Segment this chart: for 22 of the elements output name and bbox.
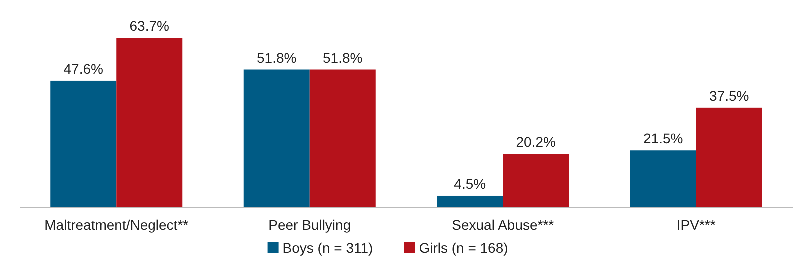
bar <box>437 196 504 208</box>
bar <box>696 108 762 208</box>
x-tick-label: Maltreatment/Neglect** <box>44 217 190 233</box>
data-label: 4.5% <box>454 176 486 192</box>
data-label: 47.6% <box>64 60 104 77</box>
x-tick-label: Sexual Abuse*** <box>452 217 555 233</box>
bar <box>50 80 117 208</box>
legend-label: Girls (n = 168) <box>419 240 508 256</box>
data-label: 20.2% <box>516 134 556 150</box>
legend-label: Boys (n = 311) <box>282 240 374 256</box>
bar <box>244 70 310 208</box>
data-label: 37.5% <box>710 88 750 104</box>
data-label: 51.8% <box>323 50 363 66</box>
bar <box>310 70 376 208</box>
data-label: 51.8% <box>257 50 297 66</box>
bar <box>116 38 183 208</box>
data-label: 63.7% <box>130 18 170 34</box>
bar <box>630 150 696 208</box>
bar <box>503 154 570 208</box>
x-tick-label: IPV*** <box>676 217 716 233</box>
x-tick-label: Peer Bullying <box>268 217 352 233</box>
data-label: 21.5% <box>644 130 684 147</box>
